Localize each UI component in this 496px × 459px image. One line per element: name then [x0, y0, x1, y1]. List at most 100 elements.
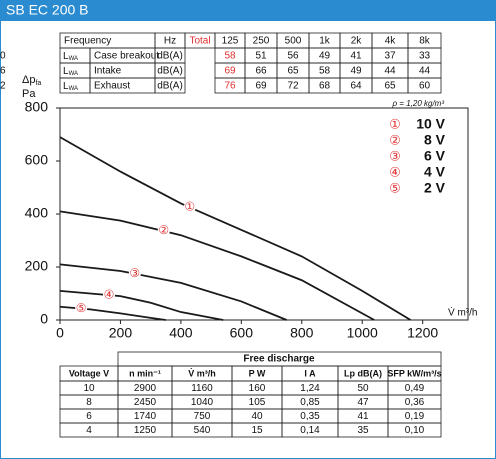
symbol-part: WA	[69, 86, 78, 92]
legend-label: 10 V	[416, 116, 445, 132]
cell-value: 1040	[191, 397, 214, 408]
cell-value: 0,49	[405, 383, 425, 394]
column-header: Hz	[164, 36, 176, 47]
table-cell	[154, 77, 186, 94]
cell-value: 76	[224, 81, 236, 92]
y-axis-label: Δpfa	[22, 74, 41, 87]
x-tick-label: 200	[109, 325, 133, 341]
row-label: Intake	[94, 66, 122, 77]
table-cell	[407, 77, 442, 94]
legend-marker: ⑤	[389, 180, 401, 195]
cell-value: 160	[249, 383, 266, 394]
symbol-part: L	[63, 66, 69, 77]
column-header: Lp dB(A)	[344, 368, 382, 378]
curve-label-bg	[75, 302, 88, 315]
column-header: 125	[222, 36, 239, 47]
x-tick-label: 0	[56, 325, 64, 341]
y-tick-label: 400	[25, 205, 49, 221]
column-header: Voltage V	[69, 368, 109, 378]
y-label-part: Δp	[22, 74, 35, 86]
legend-label: 4 V	[424, 164, 446, 180]
y-tick-label: 600	[25, 152, 49, 168]
cell-value: 66	[255, 66, 267, 77]
cell-value: 0,85	[300, 397, 320, 408]
cell-value: 44	[384, 66, 396, 77]
curve	[59, 210, 375, 321]
cell-value: 41	[350, 51, 362, 62]
symbol-part: WA	[69, 56, 78, 62]
y-label-part: fa	[35, 80, 41, 87]
curve-label-bg	[128, 267, 141, 280]
curve-label: ⑤	[76, 301, 87, 315]
cell-value: 41	[357, 411, 369, 422]
cell-value: 36	[0, 66, 6, 77]
cell-value: 750	[194, 411, 211, 422]
row-label: Exhaust	[94, 81, 130, 92]
cell-value: 2450	[134, 397, 157, 408]
header-title: SB EC 200 B	[6, 2, 89, 18]
column-header: 2k	[351, 36, 363, 47]
cell-value: 35	[357, 425, 369, 436]
cell-value: 50	[357, 383, 369, 394]
cell-value: 47	[357, 397, 369, 408]
cell-value: 56	[287, 51, 299, 62]
legend-label: 6 V	[424, 148, 446, 164]
curve-label: ①	[184, 199, 195, 213]
curve	[59, 289, 224, 321]
curve	[59, 136, 412, 321]
curve-label: ④	[104, 287, 115, 301]
cell-value: 0,14	[300, 425, 320, 436]
cell-value: 1160	[191, 383, 213, 394]
curve-label-bg	[157, 225, 170, 238]
cell-value: 58	[224, 51, 236, 62]
column-header: I A	[304, 368, 316, 378]
curve-label-bg	[183, 201, 196, 214]
column-header: 1k	[319, 36, 331, 47]
row-unit: dB(A)	[157, 81, 183, 92]
column-header: n min⁻¹	[129, 368, 161, 378]
cell-value: 69	[255, 81, 267, 92]
y-tick-label: 800	[25, 99, 49, 115]
symbol-part: L	[63, 51, 69, 62]
legend-marker: ②	[389, 132, 401, 147]
x-tick-label: 600	[230, 325, 254, 341]
cell-value: 52	[0, 81, 6, 92]
cell-value: 51	[255, 51, 267, 62]
cell-value: 69	[224, 66, 236, 77]
cell-value: 37	[384, 51, 396, 62]
legend-marker: ③	[389, 148, 401, 163]
cell-value: 68	[319, 81, 331, 92]
legend-marker: ④	[389, 164, 401, 179]
curve-label: ③	[129, 266, 140, 280]
x-tick-label: 1200	[407, 325, 438, 341]
x-tick-label: 400	[169, 325, 193, 341]
cell-value: 105	[249, 397, 266, 408]
cell-value: 0,35	[300, 411, 320, 422]
symbol-part: L	[63, 81, 69, 92]
column-header: SFP kW/m³/s	[387, 368, 441, 378]
cell-value: 60	[419, 81, 431, 92]
row-unit: dB(A)	[157, 66, 183, 77]
column-header: V̇ m³/h	[188, 368, 216, 378]
cell-value: 0,19	[405, 411, 425, 422]
curve-label: ②	[158, 223, 169, 237]
x-axis-label: V̇ m³/h	[448, 306, 477, 319]
legend-label: 2 V	[424, 180, 446, 196]
cell-value: 49	[319, 51, 331, 62]
row-symbol: LWA	[63, 51, 78, 62]
column-header: 4k	[385, 36, 397, 47]
cell-value: 40	[251, 411, 263, 422]
cell-value: 1250	[134, 425, 157, 436]
x-tick-label: 800	[290, 325, 314, 341]
cell-value: 0,10	[405, 425, 425, 436]
column-header: 8k	[419, 36, 431, 47]
cell-value: 4	[86, 425, 92, 436]
cell-value: 2900	[134, 383, 157, 394]
column-header: Total	[189, 36, 210, 47]
cell-value: 65	[287, 66, 299, 77]
row-symbol: LWA	[63, 81, 78, 92]
cell-value: 64	[350, 81, 362, 92]
cell-value: 15	[251, 425, 263, 436]
column-header: 500	[285, 36, 302, 47]
y-axis-label: Pa	[22, 88, 36, 100]
